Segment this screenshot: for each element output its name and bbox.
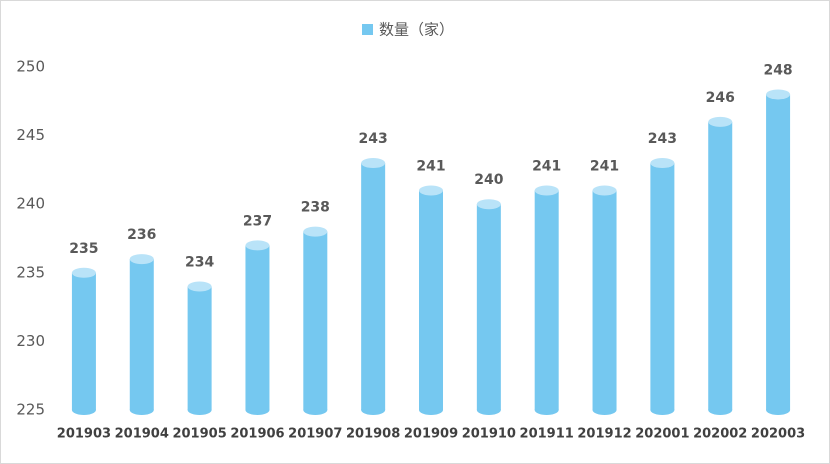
x-tick-label: 202003	[751, 427, 805, 442]
data-label: 240	[474, 172, 503, 188]
x-tick-label: 201904	[115, 427, 169, 442]
x-tick-label: 201909	[404, 427, 458, 442]
data-label: 241	[590, 158, 619, 174]
x-tick-label: 201907	[288, 427, 342, 442]
bar	[187, 286, 212, 410]
data-label: 234	[185, 255, 214, 271]
x-tick-label: 201912	[577, 427, 631, 442]
bar	[245, 245, 270, 410]
bar	[592, 190, 617, 410]
data-label: 243	[648, 131, 677, 147]
bar	[708, 121, 733, 410]
bar-cap	[476, 199, 501, 210]
y-tick-label: 250	[16, 58, 45, 76]
legend-swatch	[362, 24, 373, 35]
bar-cap	[419, 185, 443, 196]
bar	[419, 190, 443, 410]
data-label: 243	[359, 131, 388, 147]
data-label: 241	[532, 158, 561, 174]
bar-cap	[534, 185, 559, 196]
x-tick-label: 201906	[230, 427, 284, 442]
bar-cap	[650, 158, 675, 169]
bar-cap	[71, 267, 96, 278]
data-label: 246	[706, 90, 735, 106]
x-tick-label: 201908	[346, 427, 400, 442]
data-label: 235	[69, 241, 98, 257]
y-tick-label: 235	[16, 263, 45, 281]
bar	[534, 190, 559, 410]
x-tick-label: 201903	[57, 427, 111, 442]
data-label: 236	[127, 227, 156, 243]
bar-cap	[592, 185, 617, 196]
y-tick-label: 225	[16, 401, 45, 419]
bar-cap	[245, 240, 270, 251]
bar	[766, 94, 791, 410]
x-tick-label: 201910	[462, 427, 516, 442]
data-label: 248	[763, 62, 792, 78]
bar-cap	[303, 226, 328, 237]
bar-cap	[708, 116, 733, 127]
y-tick-label: 245	[16, 126, 45, 144]
bar-cap	[187, 281, 212, 292]
bar	[361, 163, 386, 410]
bar	[476, 204, 501, 410]
bar	[129, 259, 154, 410]
x-tick-label: 201911	[520, 427, 574, 442]
bar-cap	[129, 254, 154, 265]
x-tick-label: 202002	[693, 427, 747, 442]
y-tick-label: 240	[16, 195, 45, 213]
x-tick-label: 201905	[172, 427, 226, 442]
data-label: 237	[243, 213, 272, 229]
y-tick-label: 230	[16, 332, 45, 350]
bar	[303, 231, 328, 410]
x-tick-label: 202001	[635, 427, 689, 442]
bar	[650, 163, 675, 410]
bar-cap	[766, 89, 791, 100]
data-label: 238	[301, 200, 330, 216]
data-label: 241	[416, 158, 445, 174]
bar-cap	[361, 158, 386, 169]
legend-label: 数量（家）	[379, 21, 454, 39]
bar	[71, 272, 96, 410]
